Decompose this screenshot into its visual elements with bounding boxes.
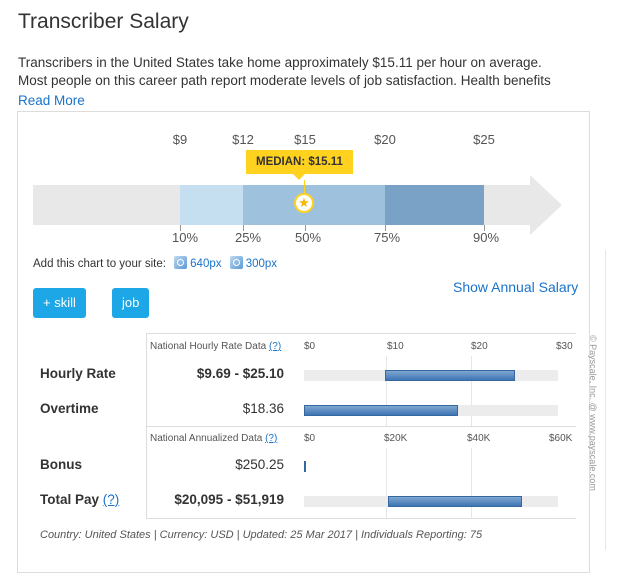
pct-tick [385,225,386,231]
annual-help-link[interactable]: (?) [265,433,278,444]
pct-tick [484,225,485,231]
band-25-75 [243,185,385,225]
axis-tick: $0 [304,341,316,352]
pct-value-label: $15 [294,132,316,147]
row-value-hourly-rate: $9.69 - $25.10 [196,366,284,381]
row-label-hourly-rate: Hourly Rate [40,366,116,381]
grid-line [386,356,387,426]
axis-tick: $30 [556,341,573,352]
row-label-overtime: Overtime [40,401,99,416]
median-tooltip: MEDIAN: $15.11 [246,150,353,180]
side-divider [605,250,606,550]
embed-chart-row: Add this chart to your site: 640px 300px [33,256,277,270]
table-rule [146,333,576,334]
job-button[interactable]: job [112,288,150,318]
grid-line [386,448,387,518]
grid-line [471,448,472,518]
pct-value-label: $25 [473,132,495,147]
embed-prompt: Add this chart to your site: [33,258,166,270]
hourly-help-link[interactable]: (?) [268,341,282,352]
add-skill-button[interactable]: + skill [33,288,86,318]
band-10-25 [180,185,243,225]
pct-value-label: $9 [172,132,188,147]
share-icon [174,256,188,269]
embed-300-link[interactable]: 300px [229,256,277,270]
row-value-overtime: $18.36 [242,401,284,416]
row-value-total-pay: $20,095 - $51,919 [174,492,284,507]
read-more-link[interactable]: Read More [18,93,85,108]
axis-tick: $0 [304,433,316,444]
pct-value-label: $20 [374,132,396,147]
median-line [304,180,305,194]
band-75-90 [385,185,484,225]
axis-tick: $40K [467,433,491,444]
report-footer: Country: United States | Currency: USD |… [40,529,483,541]
salary-chart-panel: $9 $12 $15 $20 $25 MEDIAN: $15.11 ★ 10% … [17,111,590,573]
description-line-2: Most people on this career path report m… [18,73,551,88]
table-rule [146,518,576,519]
annual-caption: National Annualized Data (?) [150,433,278,444]
pct-tick [305,225,306,231]
show-annual-salary-link[interactable]: Show Annual Salary [453,279,579,295]
percentile-label: 75% [373,230,401,245]
hourly-rate-bar [385,370,515,381]
overtime-bar [304,405,459,416]
percentile-label: 25% [234,230,262,245]
grid-line [471,356,472,426]
total-pay-help-link[interactable]: (?) [102,492,120,507]
axis-tick: $20 [471,341,488,352]
axis-tick: $60K [549,433,573,444]
page-title: Transcriber Salary [18,10,189,33]
copyright-watermark: © Payscale, Inc. @ www.payscale.com [588,335,598,491]
embed-640-link[interactable]: 640px [174,256,222,270]
description-line-1: Transcribers in the United States take h… [18,55,542,70]
bonus-bar [304,461,306,472]
row-label-total-pay: Total Pay (?) [40,492,120,507]
table-divider [146,333,147,518]
total-pay-bar [388,496,523,507]
description: Transcribers in the United States take h… [18,54,603,90]
hourly-caption: National Hourly Rate Data (?) [150,341,282,352]
percentile-label: 10% [171,230,199,245]
pct-tick [243,225,244,231]
percentile-label: 50% [294,230,322,245]
axis-tick: $10 [387,341,404,352]
range-arrow-head [530,175,562,235]
axis-tick: $20K [384,433,408,444]
row-label-bonus: Bonus [40,457,82,472]
percentile-label: 90% [472,230,500,245]
star-icon: ★ [294,193,314,213]
share-icon [229,256,243,269]
row-value-bonus: $250.25 [235,457,284,472]
pct-tick [180,225,181,231]
table-rule [146,426,576,427]
pct-value-label: $12 [232,132,254,147]
